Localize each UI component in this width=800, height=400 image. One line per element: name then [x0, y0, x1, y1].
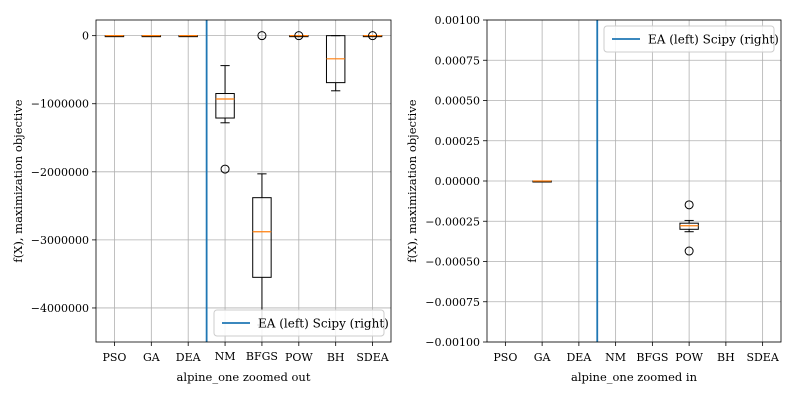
x-axis-label: alpine_one zoomed out	[177, 370, 311, 384]
y-tick-label: 0.00050	[435, 95, 481, 108]
y-tick-label: 0	[82, 30, 89, 43]
x-tick-label: DEA	[566, 351, 592, 364]
box-dea	[178, 35, 198, 38]
y-tick-label: 0.00100	[435, 14, 481, 27]
box-ga	[532, 180, 552, 183]
outlier-point	[368, 31, 378, 41]
x-tick-label: DEA	[176, 351, 202, 364]
box-sdea	[362, 31, 383, 41]
outlier-point	[684, 246, 694, 256]
box-pow	[289, 31, 309, 41]
box-iqr	[215, 93, 235, 119]
plot-frame	[95, 19, 392, 343]
legend-label: EA (left) Scipy (right)	[258, 317, 389, 331]
y-tick-label: −0.00075	[425, 296, 480, 309]
subplot-2: 0.00100 0.00075 0.00050 0.00025 0.00000 −0.00…	[405, 14, 782, 384]
y-tick-label: −3000000	[31, 234, 89, 247]
x-tick-label: NM	[605, 351, 626, 364]
outlier-point	[220, 164, 230, 174]
x-tick-label: PSO	[493, 351, 517, 364]
x-tick-label: GA	[534, 351, 552, 364]
x-tick-label: NM	[215, 350, 236, 363]
box-pow	[679, 200, 699, 256]
legend-box	[603, 25, 775, 53]
outlier-point	[684, 200, 694, 210]
legend-label: EA (left) Scipy (right)	[648, 33, 779, 47]
y-tick-label: −2000000	[31, 166, 89, 179]
x-tick-label: PSO	[102, 351, 126, 364]
x-tick-label: SDEA	[356, 351, 389, 364]
plot-frame	[486, 19, 782, 343]
x-tick-label: BH	[327, 351, 345, 364]
legend: EA (left) Scipy (right)	[213, 309, 389, 337]
box-iqr	[252, 197, 272, 278]
y-tick-label: −0.00100	[425, 336, 480, 349]
y-tick-label: 0.00025	[435, 135, 481, 148]
x-tick-label: BFGS	[636, 351, 668, 364]
box-pso	[104, 35, 125, 38]
y-tick-label: −1000000	[31, 98, 89, 111]
y-tick-label: −0.00050	[425, 256, 480, 269]
y-axis-label: f(X), maximization objective	[11, 99, 25, 262]
grid-lines	[96, 20, 391, 342]
x-tick-label: BH	[717, 351, 735, 364]
x-tick-label: GA	[143, 351, 161, 364]
x-tick-label: BFGS	[246, 350, 278, 363]
grid-lines	[487, 19, 781, 343]
y-tick-label: 0.00000	[435, 175, 481, 188]
y-axis-label: f(X), maximization objective	[405, 99, 419, 262]
x-tick-label: SDEA	[746, 351, 779, 364]
subplot-1: 0 −1000000 −2000000 −3000000 −4000000 PSO GA DE…	[11, 19, 392, 384]
x-tick-label: POW	[285, 351, 313, 364]
y-tick-label: −4000000	[31, 302, 89, 315]
y-tick-label: 0.00075	[435, 54, 481, 67]
box-nm	[215, 65, 235, 174]
box-bh	[325, 35, 346, 92]
legend: EA (left) Scipy (right)	[603, 25, 779, 53]
x-tick-label: POW	[675, 351, 703, 364]
legend-box	[213, 309, 385, 337]
box-ga	[141, 35, 162, 38]
outlier-point	[294, 31, 304, 41]
outlier-point	[257, 31, 267, 41]
y-tick-label: −0.00025	[425, 215, 480, 228]
x-axis-label: alpine_one zoomed in	[571, 370, 698, 384]
